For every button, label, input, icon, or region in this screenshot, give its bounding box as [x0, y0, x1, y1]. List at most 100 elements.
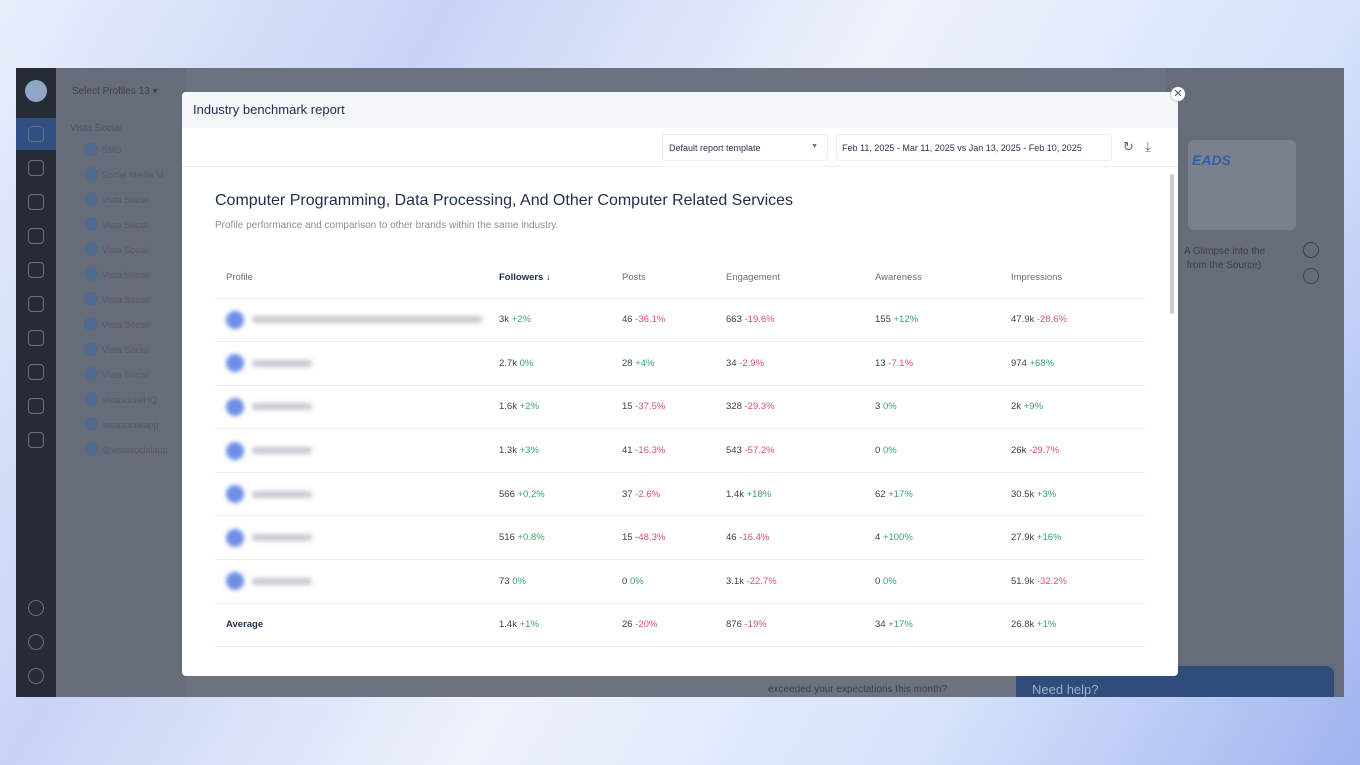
change: -19.6% — [744, 314, 775, 326]
change: +16% — [1036, 532, 1062, 544]
scrollbar[interactable] — [1170, 174, 1174, 314]
template-select-value: Default report template — [669, 143, 761, 153]
value: 46 — [726, 532, 737, 544]
select-profiles[interactable]: Select Profiles 13 ▾ — [72, 86, 158, 97]
profile-item[interactable]: Vista Social — [84, 292, 149, 306]
nav-rail — [16, 68, 56, 697]
inbox-icon[interactable] — [28, 262, 44, 278]
date-range-picker[interactable]: Feb 11, 2025 - Mar 11, 2025 vs Jan 13, 2… — [836, 134, 1112, 161]
templates-icon[interactable] — [28, 432, 44, 448]
refresh-icon[interactable]: ↻ — [1123, 139, 1134, 154]
change: 0% — [512, 575, 526, 587]
tasks-icon[interactable] — [28, 364, 44, 380]
help-icon[interactable] — [28, 634, 44, 650]
col-awareness[interactable]: Awareness — [864, 258, 1000, 299]
value: 51.9k — [1011, 575, 1035, 587]
change: -19% — [744, 619, 767, 631]
profile-item[interactable]: Vista Social — [84, 192, 149, 206]
profile-item[interactable]: Vista Social — [84, 367, 149, 381]
awareness-cell: 0 0% — [864, 559, 1000, 604]
calendar-icon[interactable] — [28, 194, 44, 210]
posts-cell: 41 -16.3% — [611, 428, 715, 473]
col-posts[interactable]: Posts — [611, 258, 715, 299]
value: 876 — [726, 619, 742, 631]
reports-icon[interactable] — [28, 398, 44, 414]
profile-item[interactable]: Vista Social — [84, 217, 149, 231]
average-row: Average 1.4k +1% 26 -20% 876 -19% 34 +17% 26.… — [215, 603, 1145, 648]
profile-cell[interactable] — [215, 428, 488, 473]
posts-cell: 26 -20% — [611, 603, 715, 648]
col-engagement[interactable]: Engagement — [715, 258, 864, 299]
change: +4% — [635, 357, 655, 369]
profile-name-blurred — [252, 447, 312, 455]
profile-cell[interactable] — [215, 515, 488, 561]
followers-cell: 73 0% — [488, 559, 611, 604]
impressions-cell: 26k -29.7% — [1000, 428, 1145, 473]
logo — [25, 80, 47, 102]
profile-item[interactable]: Vista Social — [84, 317, 149, 331]
profile-item[interactable]: vistasocialHQ — [83, 392, 158, 406]
awareness-cell: 0 0% — [864, 428, 1000, 473]
profile-cell[interactable] — [215, 385, 488, 430]
report-content: Computer Programming, Data Processing, A… — [182, 168, 1178, 676]
change: -2.6% — [635, 488, 661, 500]
tree-root[interactable]: Vista Social — [70, 123, 123, 134]
engagement-cell: 1.4k +18% — [715, 472, 864, 517]
close-icon[interactable]: ✕ — [1171, 87, 1185, 101]
profile-avatar — [226, 310, 244, 329]
value: 15 — [622, 401, 633, 413]
profile-cell[interactable] — [215, 472, 488, 517]
profile-cell[interactable] — [215, 298, 488, 343]
account-icon[interactable] — [28, 668, 44, 684]
dashboard-icon[interactable] — [28, 126, 44, 142]
change: +1% — [1036, 619, 1057, 631]
col-profile[interactable]: Profile — [215, 258, 488, 299]
col-followers[interactable]: Followers ↓ — [488, 258, 611, 299]
nav-active-item[interactable] — [16, 118, 56, 150]
table-row: 3k +2% 46 -36.1% 663 -19.6% 155 +12% 47.9k -… — [215, 298, 1145, 343]
prev-icon[interactable] — [1303, 242, 1319, 258]
profile-tree: Select Profiles 13 ▾ Vista Social SMS So… — [56, 68, 186, 697]
value: 28 — [622, 357, 633, 369]
reviews-icon[interactable] — [28, 330, 44, 346]
next-icon[interactable] — [1303, 268, 1319, 284]
profile-item[interactable]: Vista Social — [84, 242, 149, 256]
value: 3.1k — [726, 575, 744, 587]
download-icon[interactable]: ⤓ — [1145, 139, 1151, 154]
value: 0 — [875, 575, 881, 587]
value: 328 — [726, 401, 742, 413]
add-icon[interactable] — [28, 600, 44, 616]
profile-cell[interactable] — [215, 559, 488, 604]
profile-name-blurred — [252, 577, 312, 585]
report-template-select[interactable]: Default report template ▼ — [662, 134, 828, 161]
profile-item[interactable]: Social Media M — [84, 167, 164, 181]
change: -2.9% — [739, 357, 765, 369]
profile-item[interactable]: SMS — [84, 142, 122, 156]
change: -22.7% — [746, 575, 777, 587]
change: -16.3% — [635, 445, 666, 457]
industry-subheading: Profile performance and comparison to ot… — [215, 220, 559, 231]
profile-item[interactable]: Vista Social — [84, 342, 149, 356]
profile-cell[interactable] — [215, 341, 488, 386]
impressions-cell: 27.9k +16% — [1000, 515, 1145, 561]
profile-item[interactable]: vistasocialapp — [84, 417, 159, 431]
impressions-cell: 974 +68% — [1000, 341, 1145, 386]
table-row: 566 +0.2% 37 -2.6% 1.4k +18% 62 +17% 30.5k +… — [215, 472, 1145, 517]
value: 0 — [622, 575, 628, 587]
awareness-cell: 155 +12% — [864, 298, 1000, 343]
value: 27.9k — [1011, 532, 1035, 544]
industry-heading: Computer Programming, Data Processing, A… — [215, 192, 794, 209]
value: 47.9k — [1011, 314, 1035, 326]
awareness-cell: 4 +100% — [864, 515, 1000, 561]
video-thumbnail[interactable]: EADS — [1188, 140, 1296, 230]
impressions-cell: 26.8k +1% — [1000, 603, 1145, 648]
change: -28.6% — [1036, 314, 1067, 326]
send-icon[interactable] — [28, 160, 44, 176]
col-impressions[interactable]: Impressions — [1000, 258, 1145, 299]
listening-icon[interactable] — [28, 296, 44, 312]
value: 1.3k — [499, 445, 517, 457]
value: 3 — [875, 401, 881, 413]
profile-item[interactable]: Vista Social — [84, 267, 149, 281]
profile-item[interactable]: @vistasocialapp — [84, 442, 168, 456]
media-icon[interactable] — [28, 228, 44, 244]
